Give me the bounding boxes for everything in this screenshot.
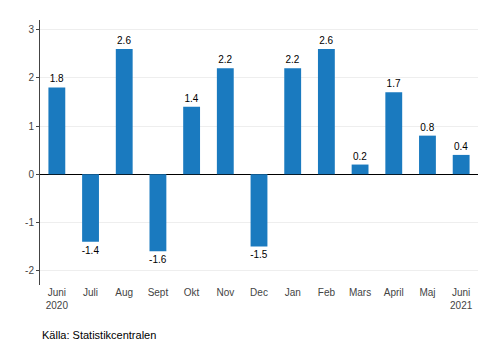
svg-text:0.8: 0.8 — [420, 122, 434, 133]
svg-text:Mars: Mars — [349, 287, 371, 298]
svg-text:Dec: Dec — [250, 287, 268, 298]
svg-text:Juni2020: Juni2020 — [46, 287, 69, 311]
svg-text:2.6: 2.6 — [117, 35, 131, 46]
svg-text:2: 2 — [28, 72, 34, 83]
svg-text:0.2: 0.2 — [353, 151, 367, 162]
svg-text:Juni2021: Juni2021 — [450, 287, 473, 311]
svg-text:Feb: Feb — [318, 287, 336, 298]
svg-text:3: 3 — [28, 24, 34, 35]
svg-text:-1: -1 — [25, 217, 34, 228]
svg-text:Källa: Statistikcentralen: Källa: Statistikcentralen — [42, 329, 156, 341]
svg-text:1.7: 1.7 — [387, 78, 401, 89]
svg-text:Juli: Juli — [83, 287, 98, 298]
svg-text:April: April — [384, 287, 404, 298]
svg-text:2.2: 2.2 — [218, 54, 232, 65]
svg-text:1.8: 1.8 — [50, 73, 64, 84]
svg-text:-1.4: -1.4 — [82, 245, 100, 256]
svg-text:-1.5: -1.5 — [250, 249, 268, 260]
svg-text:Okt: Okt — [184, 287, 200, 298]
svg-text:-2: -2 — [25, 265, 34, 276]
svg-text:2.6: 2.6 — [319, 35, 333, 46]
svg-text:Sept: Sept — [148, 287, 169, 298]
svg-text:-1.6: -1.6 — [149, 254, 167, 265]
svg-text:1: 1 — [28, 121, 34, 132]
svg-text:Maj: Maj — [419, 287, 435, 298]
svg-text:1.4: 1.4 — [184, 93, 198, 104]
svg-text:Aug: Aug — [115, 287, 133, 298]
svg-text:Jan: Jan — [285, 287, 301, 298]
svg-text:Nov: Nov — [216, 287, 234, 298]
svg-text:0: 0 — [28, 169, 34, 180]
svg-text:0.4: 0.4 — [454, 141, 468, 152]
svg-text:2.2: 2.2 — [286, 54, 300, 65]
